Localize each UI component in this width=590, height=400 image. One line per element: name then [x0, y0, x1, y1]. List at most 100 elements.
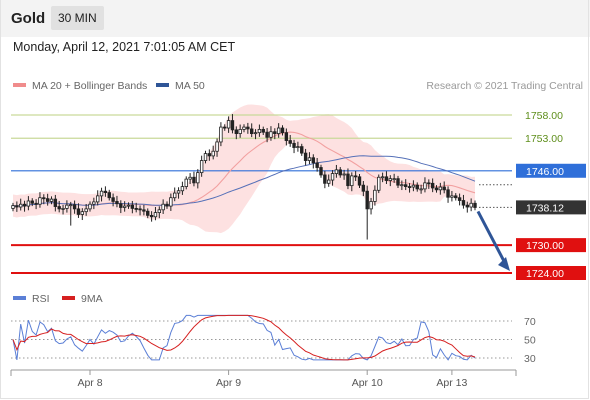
candle-body: [396, 178, 400, 186]
candle-body: [184, 178, 188, 187]
candle: [188, 173, 192, 185]
candle-body: [407, 186, 412, 188]
support-tag: [516, 238, 586, 253]
candle: [249, 123, 254, 138]
candle: [419, 184, 423, 194]
last-price-tag: [516, 200, 586, 215]
candle: [469, 198, 473, 212]
candle: [450, 190, 454, 202]
candle: [288, 134, 292, 147]
candle-body: [165, 203, 169, 207]
candle-body: [211, 150, 215, 157]
candle: [15, 201, 19, 212]
candle-body: [450, 195, 454, 198]
candle-body: [380, 176, 385, 179]
rsi-ma-swatch: [62, 296, 75, 301]
candle: [407, 183, 412, 193]
period-badge[interactable]: 30 MIN: [51, 6, 104, 30]
candle: [273, 128, 277, 140]
candle: [253, 129, 258, 140]
candle-body: [223, 126, 227, 129]
candle: [30, 198, 34, 207]
candle-body: [61, 208, 65, 210]
candle: [261, 126, 265, 135]
candle: [176, 187, 181, 199]
candle-body: [388, 178, 392, 181]
candle-body: [142, 209, 146, 212]
candle: [311, 154, 315, 169]
candle: [442, 181, 446, 194]
candle: [223, 124, 227, 131]
ma20-swatch: [13, 83, 26, 88]
candle: [392, 173, 396, 183]
candle: [18, 198, 23, 211]
candle: [365, 185, 369, 240]
candle-body: [18, 203, 23, 208]
bollinger-band-area: [13, 104, 475, 234]
candle: [315, 157, 319, 172]
candle: [369, 197, 373, 215]
candle: [373, 185, 377, 206]
candle-body: [369, 201, 373, 210]
candle: [388, 175, 392, 187]
candle-body: [234, 129, 238, 134]
legend-ma20-label: MA 20 + Bollinger Bands: [32, 80, 148, 92]
candle: [38, 192, 42, 208]
legend-rsi-label: RSI: [32, 293, 50, 305]
candle-body: [76, 208, 81, 215]
candle-body: [253, 132, 258, 135]
candle-body: [338, 169, 342, 176]
candle: [400, 180, 404, 191]
candle-body: [111, 197, 115, 202]
candle: [122, 201, 127, 212]
x-tick-label: Apr 8: [77, 377, 102, 389]
candle: [49, 196, 54, 205]
rsi-ma-line: [12, 314, 476, 361]
candle-body: [430, 182, 435, 189]
candle: [42, 194, 46, 205]
candle-body: [26, 200, 31, 207]
forecast-arrow: [476, 210, 510, 271]
candlesticks: [11, 114, 477, 240]
candle: [26, 196, 31, 211]
candle-body: [292, 142, 296, 148]
candle-body: [457, 197, 462, 201]
candle-body: [303, 152, 308, 161]
candle: [415, 182, 419, 192]
candle-body: [311, 157, 315, 164]
candle-body: [126, 204, 131, 207]
candle: [403, 179, 408, 191]
candle-body: [65, 204, 69, 209]
timestamp: Monday, April 12, 2021 7:01:05 AM CET: [13, 40, 236, 54]
candle-body: [11, 205, 15, 209]
forecast-arrow-head: [498, 257, 510, 271]
candle: [342, 169, 346, 180]
candle-body: [84, 208, 88, 213]
candle: [473, 200, 477, 211]
candle-body: [288, 140, 292, 144]
candle-body: [230, 120, 235, 131]
candle-body: [442, 186, 446, 191]
candle: [234, 126, 238, 140]
candle-body: [153, 212, 158, 218]
forecast-arrow-shaft: [476, 210, 508, 266]
candle: [161, 199, 165, 214]
candle-body: [330, 173, 335, 181]
candle: [34, 199, 38, 210]
candle-body: [342, 173, 346, 176]
candle-body: [119, 203, 123, 208]
candle: [53, 194, 58, 212]
candle-body: [419, 188, 423, 191]
candle-body: [415, 184, 419, 190]
candle: [384, 171, 389, 185]
candle-body: [30, 200, 34, 204]
candle-body: [172, 192, 177, 199]
candle: [207, 149, 212, 161]
candle-body: [115, 201, 119, 205]
candle: [230, 114, 235, 134]
candle-body: [99, 190, 104, 197]
candle: [69, 201, 73, 226]
candle: [126, 202, 131, 209]
candle-body: [180, 186, 185, 192]
